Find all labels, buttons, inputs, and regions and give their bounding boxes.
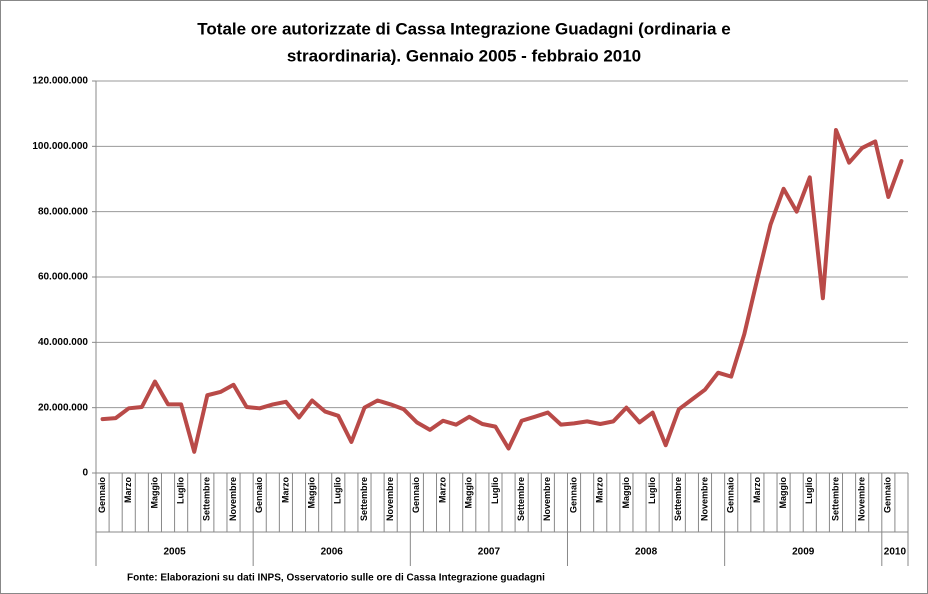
x-tick-label: Maggio: [778, 477, 788, 509]
x-tick-label: Gennaio: [726, 477, 736, 514]
x-tick-label: Maggio: [464, 477, 474, 509]
x-tick-label: Maggio: [621, 477, 631, 509]
x-tick-label: Marzo: [437, 477, 447, 504]
x-tick-label: Gennaio: [97, 477, 107, 514]
y-tick-label: 0: [82, 468, 88, 479]
x-tick-label: Novembre: [228, 477, 238, 521]
year-label: 2006: [321, 547, 344, 558]
x-tick-label: Settembre: [673, 477, 683, 521]
x-tick-label: Luglio: [490, 477, 500, 504]
x-tick-label: Luglio: [804, 477, 814, 504]
x-tick-label: Marzo: [123, 477, 133, 504]
x-tick-label: Marzo: [280, 477, 290, 504]
x-tick-label: Luglio: [647, 477, 657, 504]
x-tick-label: Settembre: [516, 477, 526, 521]
x-tick-label: Settembre: [359, 477, 369, 521]
year-label: 2008: [635, 547, 658, 558]
x-tick-label: Marzo: [595, 477, 605, 504]
x-tick-label: Luglio: [333, 477, 343, 504]
x-tick-label: Novembre: [857, 477, 867, 521]
y-tick-label: 100.000.000: [32, 141, 88, 152]
y-tick-label: 20.000.000: [38, 402, 88, 413]
x-tick-label: Maggio: [306, 477, 316, 509]
x-tick-label: Marzo: [752, 477, 762, 504]
x-tick-label: Gennaio: [568, 477, 578, 514]
x-tick-label: Novembre: [385, 477, 395, 521]
x-tick-label: Maggio: [149, 477, 159, 509]
data-line: [100, 128, 904, 454]
x-tick-label: Novembre: [699, 477, 709, 521]
year-label: 2009: [792, 547, 815, 558]
x-tick-label: Settembre: [830, 477, 840, 521]
source-note: Fonte: Elaborazioni su dati INPS, Osserv…: [127, 573, 545, 584]
year-label: 2010: [884, 547, 907, 558]
y-tick-label: 40.000.000: [38, 337, 88, 348]
x-tick-label: Novembre: [542, 477, 552, 521]
x-tick-label: Gennaio: [883, 477, 893, 514]
x-tick-label: Gennaio: [254, 477, 264, 514]
year-label: 2005: [163, 547, 186, 558]
y-tick-label: 120.000.000: [32, 76, 88, 87]
y-tick-label: 80.000.000: [38, 206, 88, 217]
chart-title: straordinaria). Gennaio 2005 - febbraio …: [287, 46, 641, 65]
x-tick-label: Settembre: [202, 477, 212, 521]
y-tick-label: 60.000.000: [38, 272, 88, 283]
x-tick-label: Luglio: [176, 477, 186, 504]
chart-title: Totale ore autorizzate di Cassa Integraz…: [197, 19, 730, 38]
x-tick-label: Gennaio: [411, 477, 421, 514]
year-label: 2007: [478, 547, 501, 558]
